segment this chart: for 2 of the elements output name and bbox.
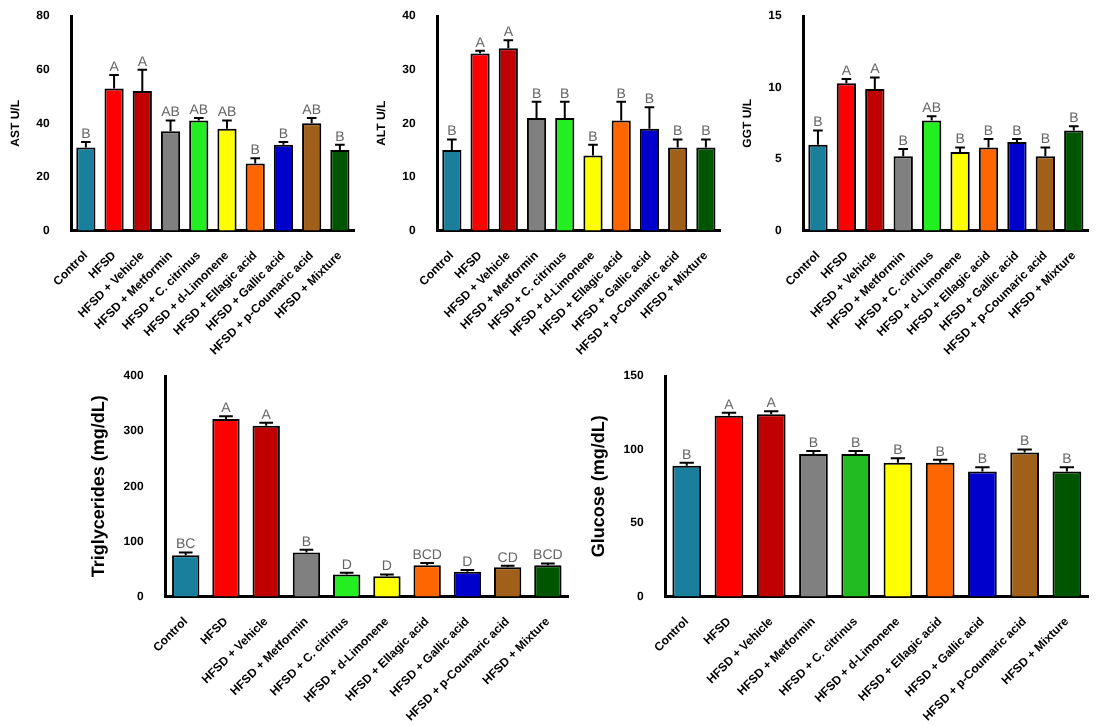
y-axis-title: Triglycerides (mg/dL)	[87, 395, 108, 578]
y-axis-title: Glucose (mg/dL)	[587, 415, 608, 558]
